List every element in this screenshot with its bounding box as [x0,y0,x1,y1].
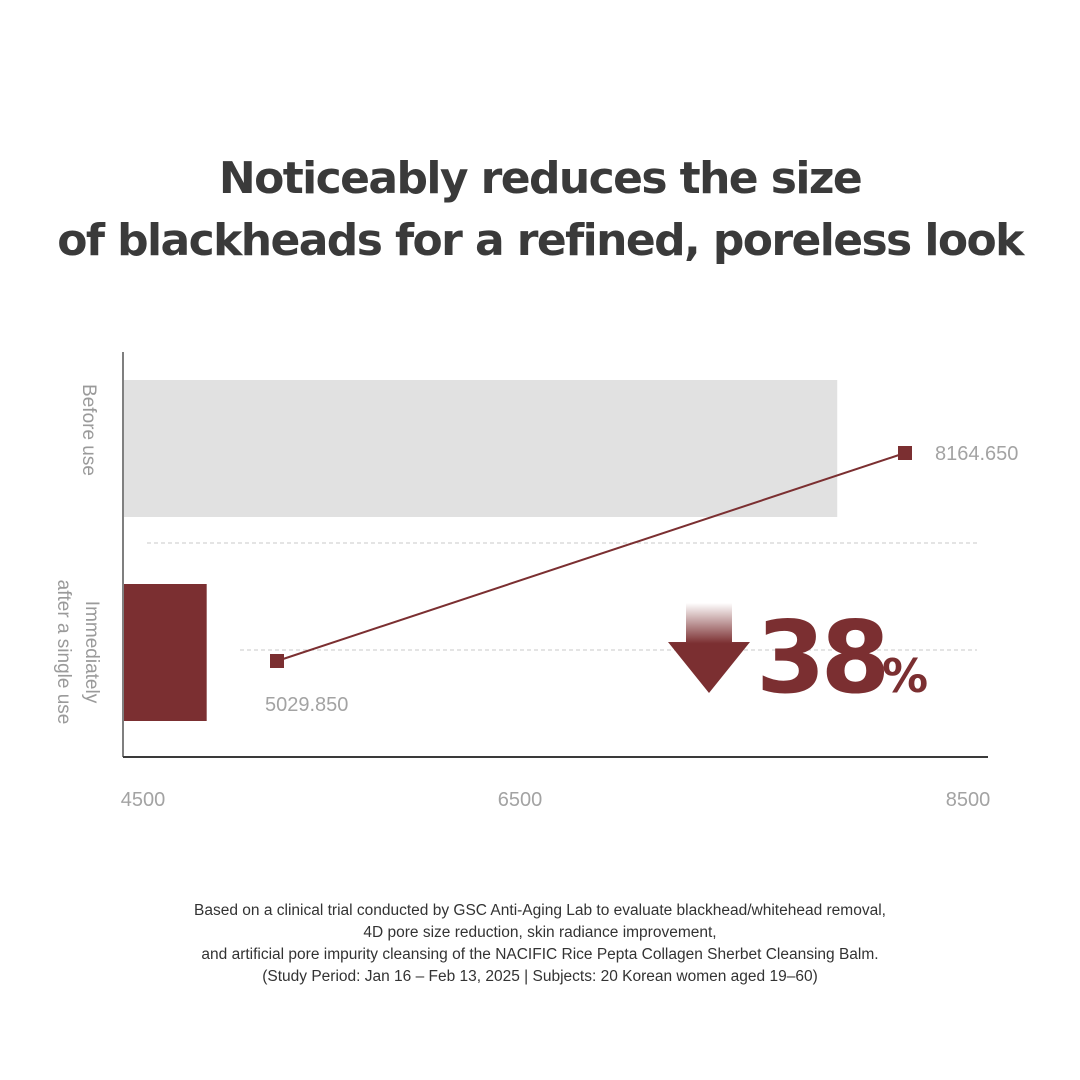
footnote-line-4: (Study Period: Jan 16 – Feb 13, 2025 | S… [262,968,818,985]
footnote-line-3: and artificial pore impurity cleansing o… [201,946,879,963]
x-tick-8500: 8500 [946,789,991,811]
reduction-percent-unit: % [882,649,928,703]
reduction-percent-value: 38 [756,599,885,716]
title-line-2: of blackheads for a refined, poreless lo… [57,215,1024,266]
chart-title: Noticeably reduces the size of blackhead… [0,148,1080,272]
marker-after-single-use [270,654,284,668]
study-footnote: Based on a clinical trial conducted by G… [0,900,1080,988]
x-tick-4500: 4500 [121,789,166,811]
down-arrow-icon [668,603,750,693]
trend-line [276,452,906,662]
marker-before-use [898,446,912,460]
title-line-1: Noticeably reduces the size [218,153,863,204]
value-label-after-single-use: 5029.850 [265,694,348,716]
x-tick-6500: 6500 [498,789,543,811]
footnote-line-2: 4D pore size reduction, skin radiance im… [363,924,717,941]
bar-after-single-use [124,584,207,721]
category-label-before-use: Before use [78,384,99,476]
value-label-before-use: 8164.650 [935,443,1018,465]
footnote-line-1: Based on a clinical trial conducted by G… [194,902,886,919]
category-label-after-line-2: after a single use [53,580,74,725]
bar-before-use [124,380,838,517]
category-label-after-line-1: Immediately [81,601,102,704]
